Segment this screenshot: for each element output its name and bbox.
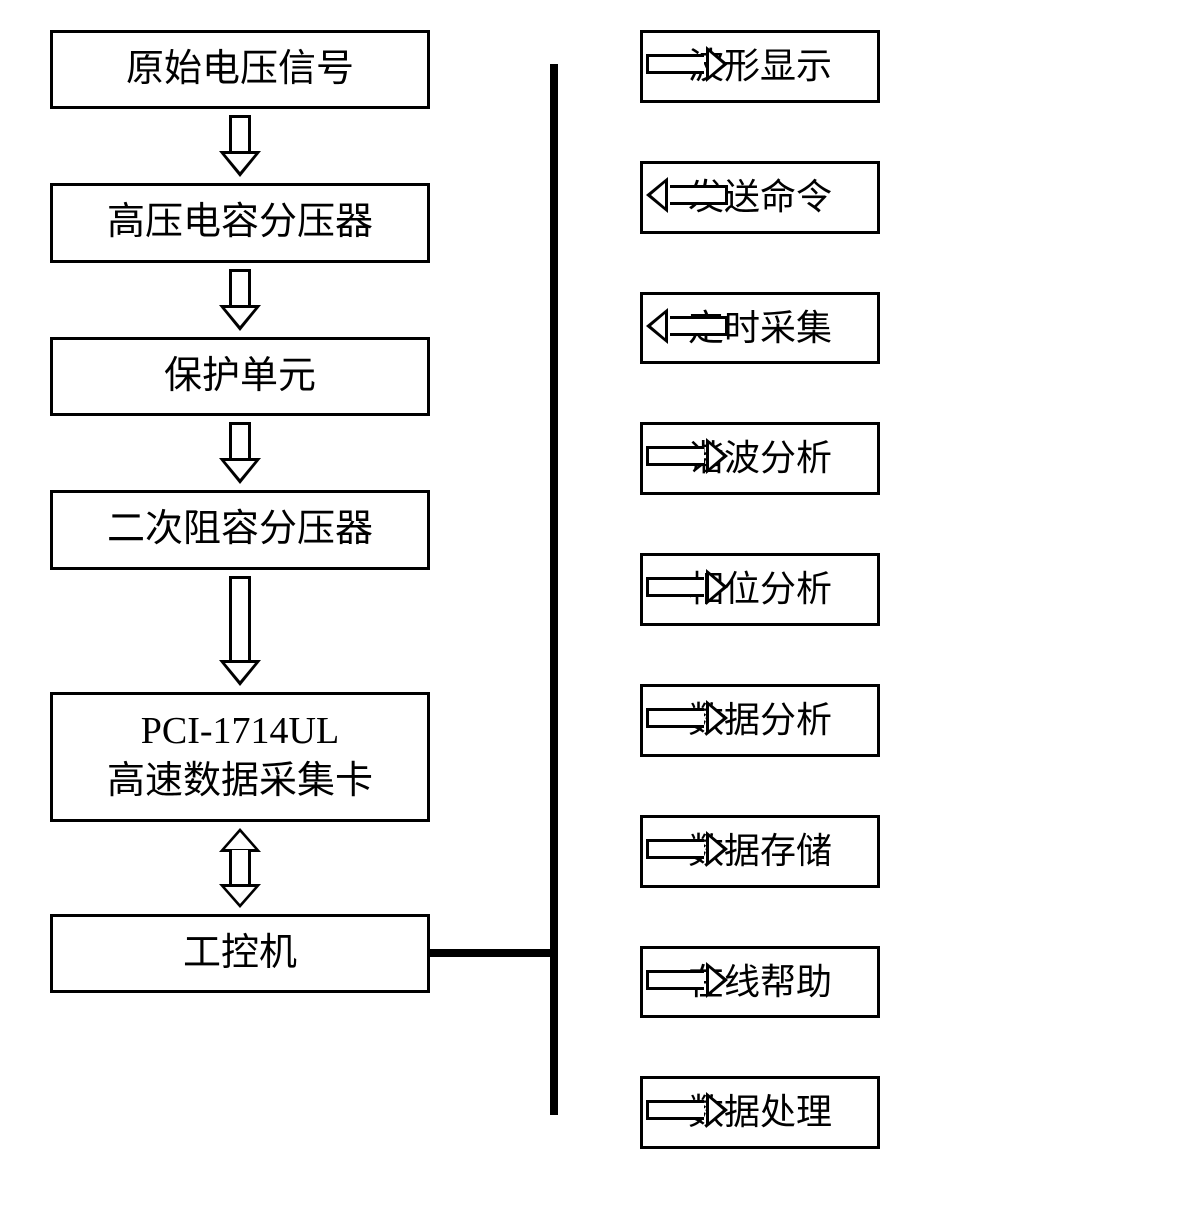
arrow-left [646,308,728,344]
feature-row-db: 数据存储 [640,815,880,888]
feature-row-help: 在线帮助 [640,946,880,1019]
node-label: 二次阻容分压器 [107,505,373,554]
arrow-down [219,422,261,484]
node-prot: 保护单元 [50,337,430,416]
right-column: 波形显示发送命令定时采集谐波分析相位分析数据分析数据存储在线帮助数据处理 [550,30,880,1149]
arrow-down [219,269,261,331]
node-ipc: 工控机 [50,914,430,993]
feature-row-dana: 数据分析 [640,684,880,757]
connector-ipc-to-bus-h [430,949,558,957]
node-label: 高压电容分压器 [107,198,373,247]
node-label: PCI-1714UL 高速数据采集卡 [107,707,373,806]
arrow-right [646,46,728,82]
flowchart-root: 原始电压信号高压电容分压器保护单元二次阻容分压器 PCI-1714UL 高速数据采… [40,30,1155,1149]
arrow-down [219,576,261,686]
feature-row-cmd: 发送命令 [640,161,880,234]
arrow-left [646,177,728,213]
arrow-right [646,700,728,736]
feature-row-harm: 谐波分析 [640,422,880,495]
arrow-right [646,962,728,998]
arrow-right [646,569,728,605]
connector-ipc-to-bus-v [550,590,558,958]
node-src: 原始电压信号 [50,30,430,109]
arrow-right [646,438,728,474]
arrow-right [646,831,728,867]
feature-row-phase: 相位分析 [640,553,880,626]
node-label: 原始电压信号 [126,45,354,94]
node-label: 保护单元 [164,352,316,401]
arrow-right [646,1092,728,1128]
node-hvdiv: 高压电容分压器 [50,183,430,262]
node-label: 工控机 [183,929,297,978]
node-sdiv: 二次阻容分压器 [50,490,430,569]
arrow-down [219,115,261,177]
feature-row-proc: 数据处理 [640,1076,880,1149]
left-column: 原始电压信号高压电容分压器保护单元二次阻容分压器 PCI-1714UL 高速数据采… [40,30,440,993]
feature-row-wave: 波形显示 [640,30,880,103]
arrow-bidirectional [219,828,261,908]
feature-row-timed: 定时采集 [640,292,880,365]
node-daq: PCI-1714UL 高速数据采集卡 [50,692,430,822]
